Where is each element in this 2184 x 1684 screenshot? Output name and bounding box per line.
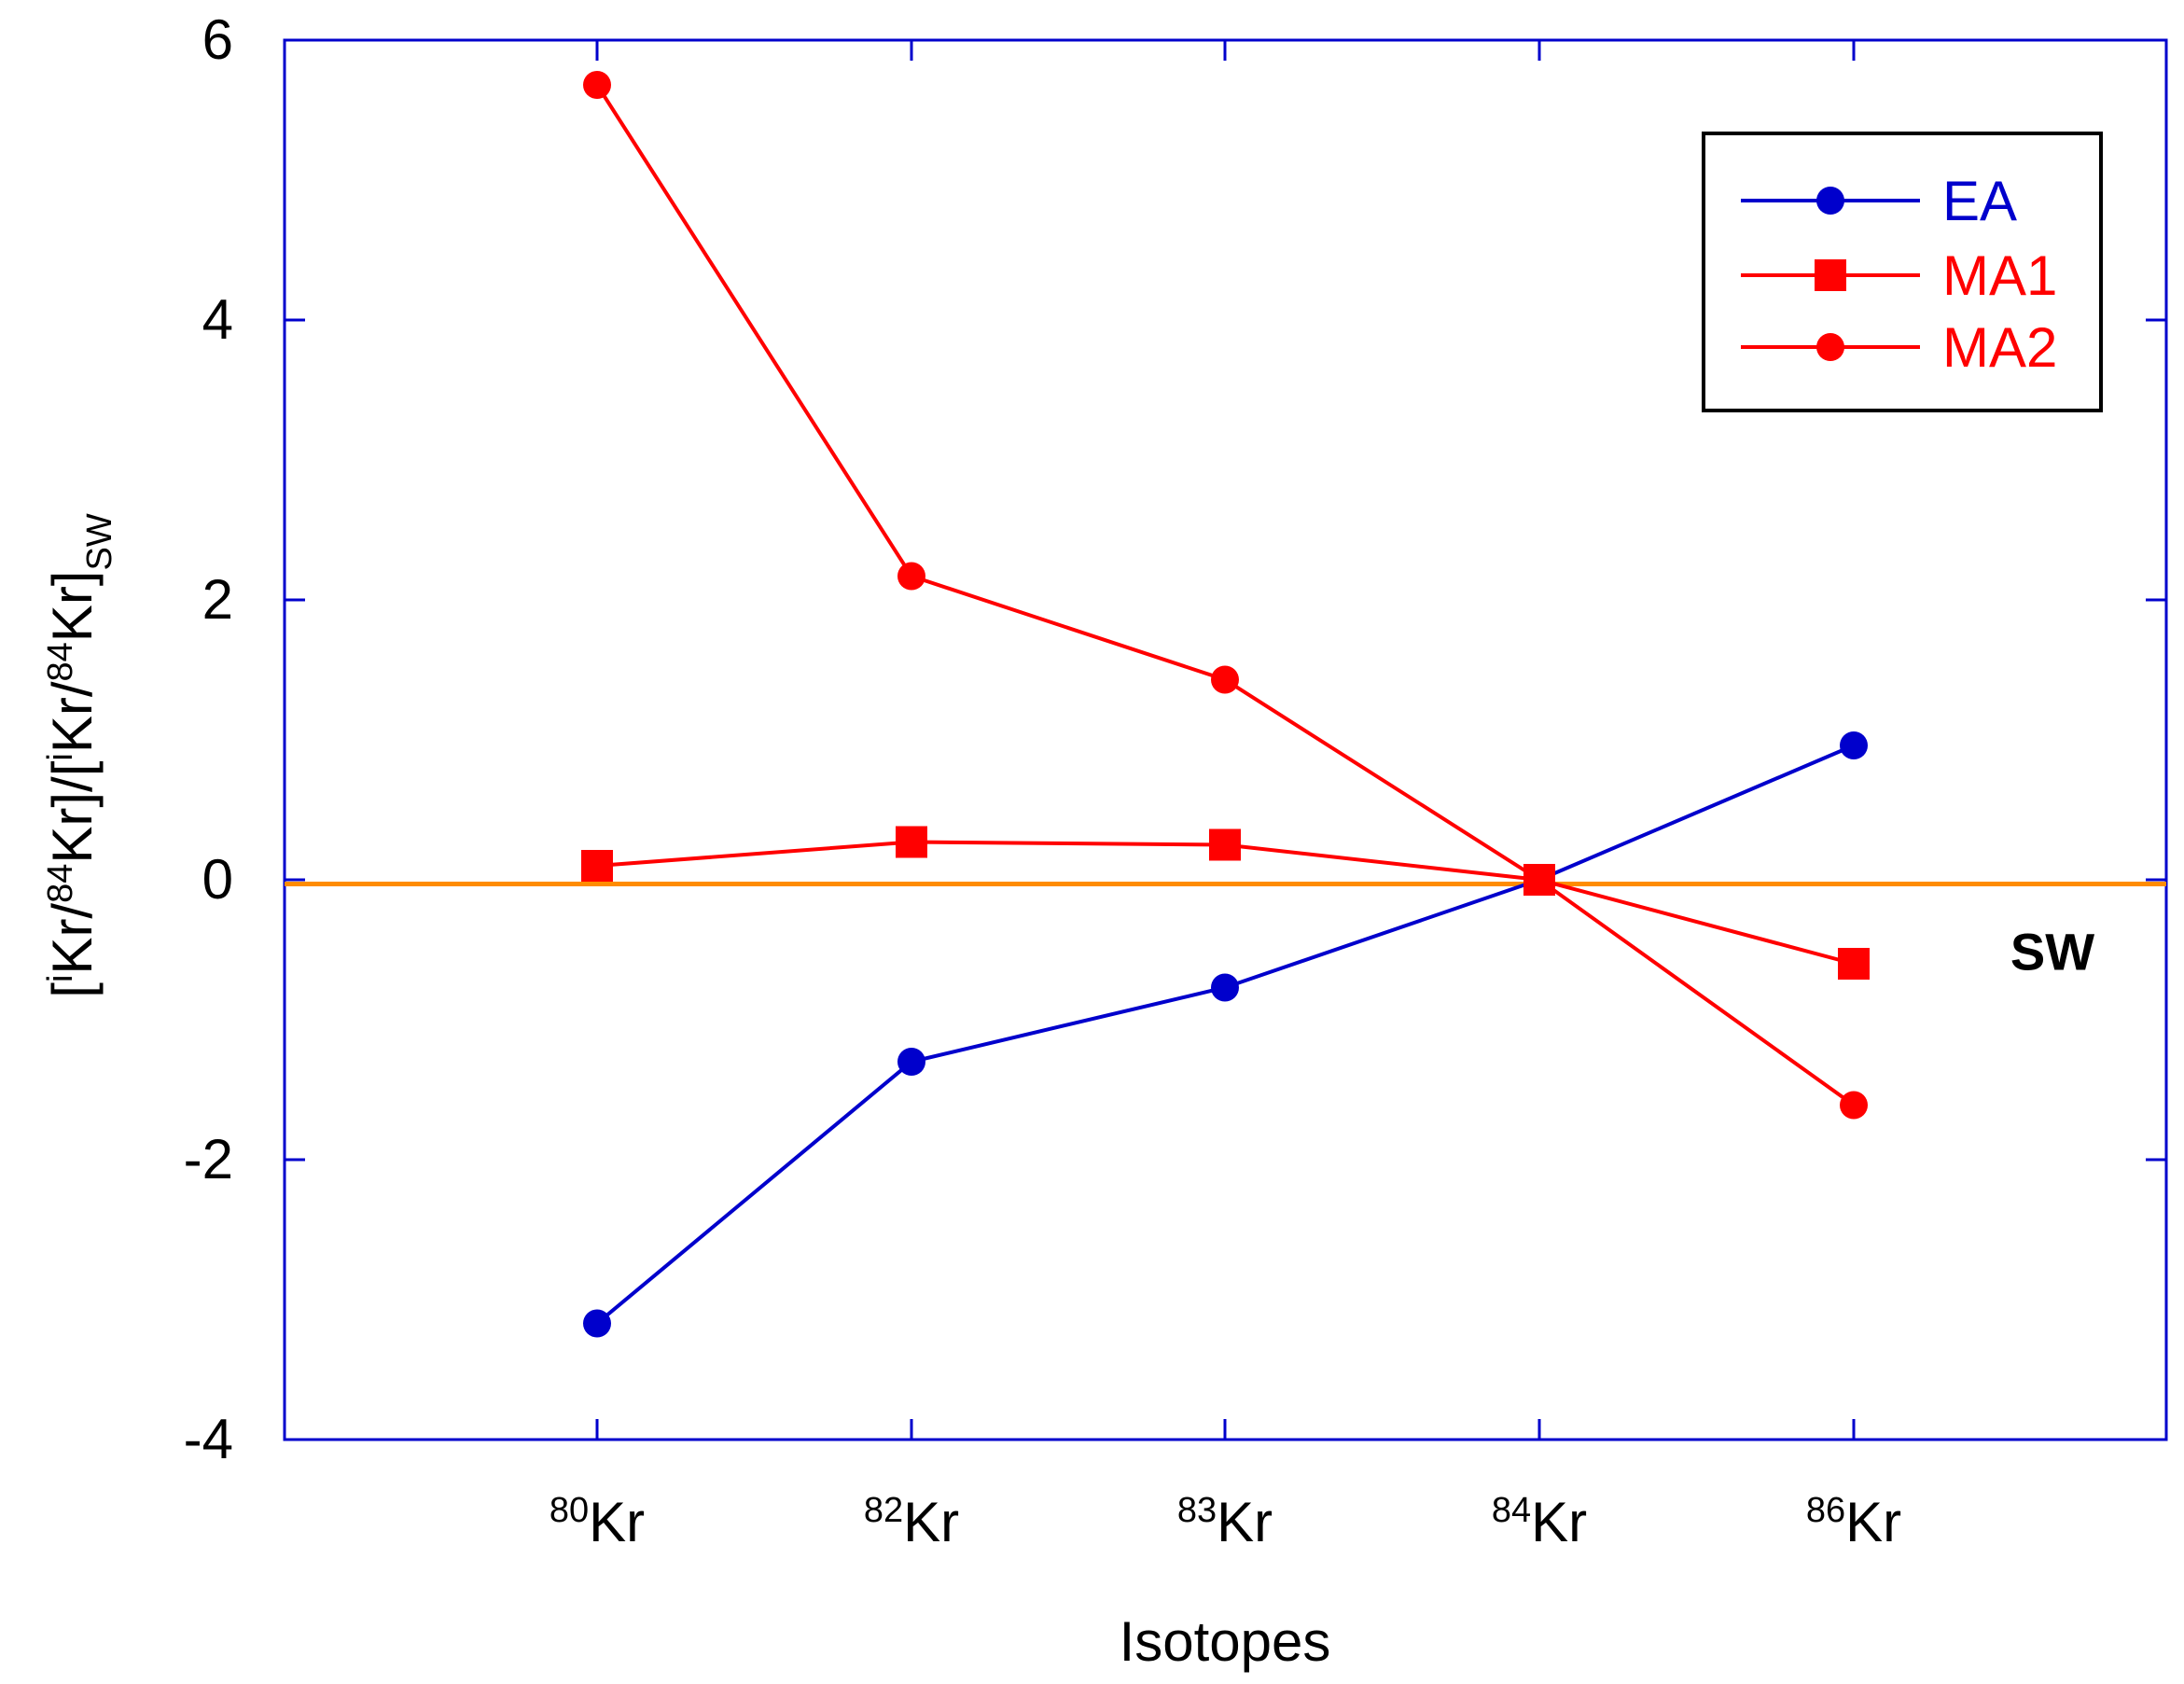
point-ma2 <box>583 71 611 99</box>
point-ma1 <box>896 826 927 858</box>
isotope-element: Kr <box>1217 1491 1273 1553</box>
x-tick-labels: 80Kr 82Kr 83Kr 84Kr 86Kr <box>549 1491 1901 1553</box>
legend: EA MA1 MA2 <box>1702 132 2103 412</box>
series-ma2-line <box>595 83 1856 1107</box>
legend-box <box>1702 132 2103 412</box>
y-tick-label: 4 <box>202 288 233 351</box>
y-tick-label: 6 <box>202 8 233 71</box>
legend-label-ea: EA <box>1942 170 2017 232</box>
y-title-sup-84: 84 <box>41 864 80 903</box>
x-tick-label: 80Kr <box>549 1491 645 1553</box>
x-axis-title: Isotopes <box>1120 1610 1331 1673</box>
point-ea <box>1840 731 1868 759</box>
series-ea <box>583 731 1868 1338</box>
y-tick-label: -4 <box>184 1408 233 1470</box>
y-tick-label: 2 <box>202 568 233 631</box>
sw-label: SW <box>2010 923 2094 981</box>
y-tick-label: 0 <box>202 848 233 911</box>
y-title-sup-i: i <box>41 975 80 982</box>
isotope-mass: 83 <box>1177 1491 1217 1530</box>
y-tick-label: -2 <box>184 1128 233 1190</box>
point-ma1 <box>1209 828 1241 861</box>
legend-label-ma2: MA2 <box>1942 316 2057 379</box>
axis-ticks <box>285 38 2166 1441</box>
isotope-element: Kr <box>903 1491 959 1553</box>
x-tick-label: 82Kr <box>864 1491 959 1553</box>
isotope-element: Kr <box>589 1491 645 1553</box>
legend-item-ma1: MA1 <box>1741 244 2057 307</box>
y-title-sup-842: 84 <box>41 642 80 681</box>
x-tick-label: 84Kr <box>1492 1491 1587 1553</box>
point-ma2 <box>1525 866 1553 894</box>
point-ma1 <box>581 850 613 882</box>
y-title-sub: SW <box>80 513 119 570</box>
isotope-mass: 80 <box>549 1491 589 1530</box>
legend-marker-ea <box>1816 187 1844 215</box>
series-ma2 <box>583 71 1868 1120</box>
legend-marker-ma2 <box>1816 333 1844 361</box>
y-tick-labels: -4 -2 0 2 4 6 <box>184 8 233 1470</box>
isotope-mass: 82 <box>864 1491 903 1530</box>
isotope-mass: 84 <box>1492 1491 1531 1530</box>
point-ea <box>583 1309 611 1338</box>
legend-label-ma1: MA1 <box>1942 244 2057 307</box>
point-ea <box>897 1048 925 1076</box>
x-tick-label: 86Kr <box>1806 1491 1901 1553</box>
isotope-element: Kr <box>1531 1491 1587 1553</box>
point-ma2 <box>1211 665 1239 694</box>
isotope-element: Kr <box>1845 1491 1901 1553</box>
x-tick-label: 83Kr <box>1177 1491 1273 1553</box>
point-ma1 <box>1838 948 1870 980</box>
point-ea <box>1211 973 1239 1002</box>
legend-item-ma2: MA2 <box>1741 316 2057 379</box>
point-ma2 <box>1840 1091 1868 1120</box>
y-axis-title: [iKr/84Kr]/[iKr/84Kr]SW <box>41 513 119 998</box>
legend-item-ea: EA <box>1741 170 2017 232</box>
isotope-mass: 86 <box>1806 1491 1845 1530</box>
y-title-sup-i2: i <box>41 753 80 760</box>
point-ma2 <box>897 562 925 591</box>
series-layer <box>581 71 1870 1338</box>
series-ma1 <box>581 826 1870 980</box>
legend-marker-ma1 <box>1815 259 1846 291</box>
